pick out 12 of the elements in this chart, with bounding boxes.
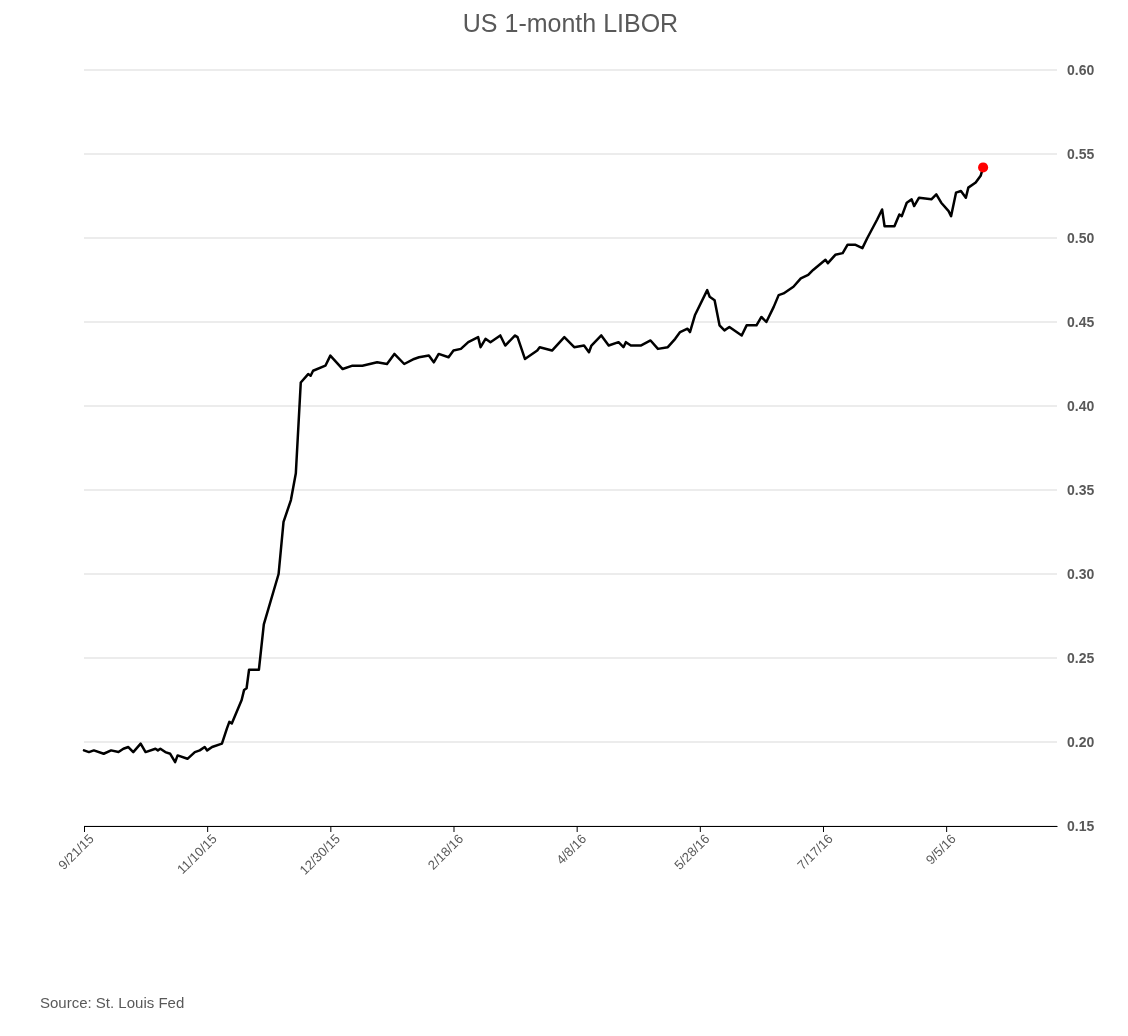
y-tick-label: 0.45 xyxy=(1067,313,1095,330)
y-tick-label: 0.15 xyxy=(1067,817,1095,834)
y-tick-label: 0.60 xyxy=(1067,61,1095,78)
y-tick-label: 0.25 xyxy=(1067,649,1095,666)
y-tick-label: 0.35 xyxy=(1067,481,1095,498)
source-note: Source: St. Louis Fed xyxy=(40,994,185,1011)
y-tick-label: 0.50 xyxy=(1067,229,1095,246)
chart-title: US 1-month LIBOR xyxy=(462,9,679,37)
y-tick-label: 0.55 xyxy=(1067,145,1095,162)
y-tick-label: 0.40 xyxy=(1067,397,1095,414)
y-tick-label: 0.20 xyxy=(1067,733,1095,750)
y-tick-label: 0.30 xyxy=(1067,565,1095,582)
